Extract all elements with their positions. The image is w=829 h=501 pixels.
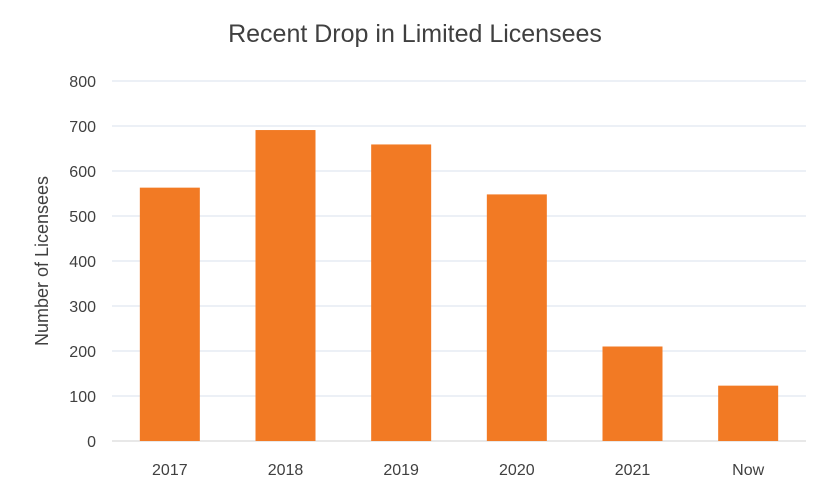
y-tick-label: 300 bbox=[69, 299, 96, 316]
y-axis-ticks: 0 100 200 300 400 500 600 700 800 bbox=[69, 74, 96, 451]
x-tick-label: 2018 bbox=[268, 462, 304, 479]
bar-2020 bbox=[486, 194, 547, 441]
x-tick-label: 2019 bbox=[383, 462, 419, 479]
y-tick-label: 700 bbox=[69, 119, 96, 136]
y-tick-label: 500 bbox=[69, 209, 96, 226]
bar-2017 bbox=[139, 187, 200, 441]
x-tick-label: Now bbox=[732, 462, 764, 479]
y-tick-label: 600 bbox=[69, 164, 96, 181]
y-tick-label: 800 bbox=[69, 74, 96, 91]
gridlines bbox=[112, 80, 806, 442]
bar-now bbox=[718, 385, 779, 441]
bar-2019 bbox=[371, 144, 432, 441]
x-tick-label: 2020 bbox=[499, 462, 535, 479]
x-axis-ticks: 2017 2018 2019 2020 2021 Now bbox=[152, 462, 765, 479]
y-tick-label: 400 bbox=[69, 254, 96, 271]
bars bbox=[139, 130, 779, 442]
y-axis-label: Number of Licensees bbox=[32, 176, 52, 346]
y-tick-label: 200 bbox=[69, 344, 96, 361]
y-tick-label: 100 bbox=[69, 389, 96, 406]
x-tick-label: 2021 bbox=[615, 462, 651, 479]
x-tick-label: 2017 bbox=[152, 462, 188, 479]
bar-2018 bbox=[255, 130, 316, 442]
y-tick-label: 0 bbox=[87, 434, 96, 451]
chart-title: Recent Drop in Limited Licensees bbox=[228, 20, 602, 48]
bar-2021 bbox=[602, 346, 663, 441]
